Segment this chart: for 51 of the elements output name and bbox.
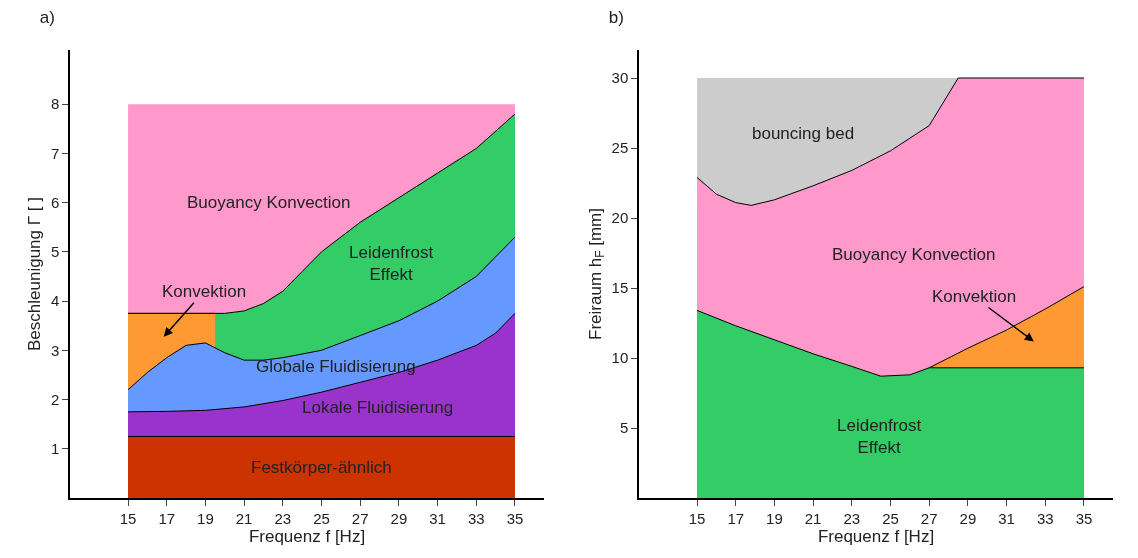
- x-tick-label: 19: [197, 509, 214, 527]
- x-tick-label: 27: [920, 509, 938, 527]
- x-tick-label: 33: [1036, 509, 1054, 527]
- series-label: Konvektion: [932, 287, 1017, 306]
- y-tick-label: 7: [50, 144, 60, 162]
- x-tick-label: 33: [467, 509, 485, 527]
- x-tick-label: 29: [390, 509, 408, 527]
- x-tick-label: 25: [313, 509, 330, 527]
- x-tick-label: 25: [882, 509, 899, 527]
- x-tick-label: 23: [274, 509, 292, 527]
- x-tick-label: 15: [688, 509, 706, 527]
- series-label: Konvektion: [162, 282, 247, 301]
- x-tick-label: 35: [1075, 509, 1093, 527]
- series-label: Leidenfrost Effekt: [349, 243, 434, 285]
- y-tick-label: 15: [611, 279, 629, 297]
- x-tick-label: 17: [727, 509, 745, 527]
- series-label: Lokale Fluidisierung: [302, 398, 454, 417]
- series-label: Buoyancy Konvection: [832, 245, 996, 264]
- y-tick-label: 5: [619, 419, 629, 437]
- y-tick-label: 3: [50, 341, 60, 359]
- y-tick-label: 8: [50, 95, 60, 113]
- x-tick-label: 19: [766, 509, 783, 527]
- y-tick-label: 4: [50, 292, 60, 310]
- chart-title: b): [608, 8, 624, 28]
- y-tick-label: 20: [611, 209, 629, 227]
- x-tick-label: 15: [119, 509, 137, 527]
- chart-title: a): [39, 8, 55, 28]
- x-tick-label: 31: [429, 509, 446, 527]
- series-label: Festkörper-ähnlich: [251, 458, 392, 477]
- x-axis-title: Frequenz f [Hz]: [248, 526, 366, 546]
- y-tick-label: 2: [50, 390, 60, 408]
- y-tick-label: 10: [611, 349, 629, 367]
- series-label: Globale Fluidisierung: [256, 357, 416, 376]
- x-tick-label: 35: [506, 509, 524, 527]
- x-tick-label: 29: [959, 509, 977, 527]
- series-label: Leidenfrost Effekt: [837, 416, 922, 458]
- y-tick-label: 30: [611, 69, 629, 87]
- x-tick-label: 27: [351, 509, 369, 527]
- y-tick-label: 5: [50, 243, 60, 261]
- series-label: Buoyancy Konvection: [187, 193, 351, 212]
- x-tick-label: 31: [998, 509, 1015, 527]
- y-tick-label: 1: [50, 440, 60, 458]
- x-tick-label: 23: [843, 509, 861, 527]
- y-tick-label: 6: [50, 193, 60, 211]
- y-axis-title: Beschleunigung Γ [ ]: [24, 197, 44, 351]
- x-tick-label: 21: [235, 509, 253, 527]
- x-axis-title: Frequenz f [Hz]: [817, 526, 935, 546]
- y-tick-label: 25: [611, 139, 629, 157]
- series-label: bouncing bed: [752, 124, 855, 143]
- x-tick-label: 17: [158, 509, 176, 527]
- x-tick-label: 21: [804, 509, 822, 527]
